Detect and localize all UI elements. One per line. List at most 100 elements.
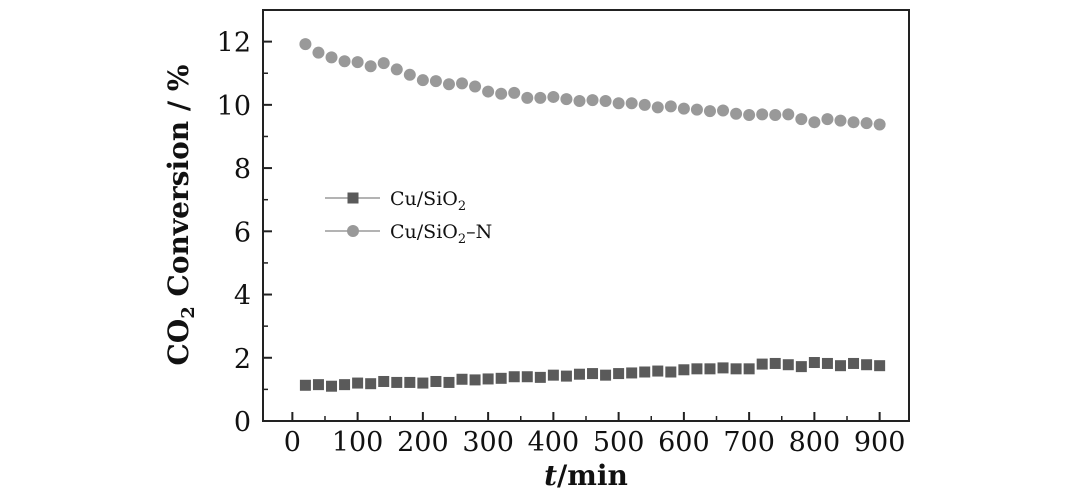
x-tick-label: 100 [332, 427, 384, 458]
series-1-point [482, 85, 495, 98]
series-0-point [743, 363, 755, 375]
series-0-point [404, 376, 416, 388]
series-0-point [339, 379, 351, 391]
series-1-point [377, 57, 390, 70]
legend-label-sub: 2 [458, 199, 466, 214]
series-0-point [861, 359, 873, 371]
legend-label-post: –N [466, 221, 492, 243]
series-0-point [312, 379, 324, 391]
legend-label: Cu/SiO2–N [390, 221, 492, 247]
y-tick-label: 8 [234, 154, 251, 185]
series-0-point [678, 364, 690, 376]
series-0-point [626, 367, 638, 379]
series-0-point [469, 374, 481, 386]
series-1-point [769, 108, 782, 121]
series-1-point [586, 94, 599, 107]
series-1-point [677, 102, 690, 115]
y-tick-label: 6 [234, 217, 251, 248]
series-0-point [848, 357, 860, 369]
series-0-point [534, 371, 546, 383]
series-1-point [534, 91, 547, 104]
y-axis-title: CO2 Conversion / % [162, 65, 199, 366]
series-0-point [874, 360, 886, 372]
y-tick-label: 4 [234, 281, 251, 312]
legend-label-pre: Cu/SiO [390, 188, 458, 210]
series-0-point [795, 361, 807, 373]
series-1-point [521, 91, 534, 104]
series-0-point [326, 380, 338, 392]
x-tick-label: 300 [462, 427, 514, 458]
series-1-point [808, 116, 821, 129]
x-tick-label: 200 [397, 427, 449, 458]
series-0-point [391, 376, 403, 388]
x-tick-label: 600 [658, 427, 710, 458]
y-axis-title-post: Conversion / % [162, 65, 195, 307]
series-1-point [547, 90, 560, 103]
series-1-point [299, 38, 312, 51]
series-1-point [325, 51, 338, 64]
legend-label-sub: 2 [458, 232, 466, 247]
series-1-point [599, 95, 612, 108]
series-0-point [756, 358, 768, 370]
series-0-point [495, 372, 507, 384]
series-0-point [717, 362, 729, 374]
x-tick-label: 0 [284, 427, 301, 458]
series-0-point [665, 366, 677, 378]
series-0-point [482, 373, 494, 385]
series-0-point [600, 369, 612, 381]
x-axis-title-italic: t [544, 459, 557, 491]
series-1-point [717, 104, 730, 117]
series-0-point [378, 375, 390, 387]
series-1-point [625, 97, 638, 110]
x-axis: 0 100 200 300 400 500 600 700 800 900 [284, 412, 906, 458]
series-0-point [299, 379, 311, 391]
series-0-point [782, 359, 794, 371]
series-0-point [808, 357, 820, 369]
series-1-point [429, 75, 442, 88]
series-1-point [821, 113, 834, 126]
series-1 [299, 38, 886, 131]
series-1-point [560, 93, 573, 106]
series-1-point [847, 116, 860, 129]
series-0 [299, 357, 886, 392]
x-tick-label: 800 [789, 427, 841, 458]
series-0-point [547, 369, 559, 381]
y-axis: 0 2 4 6 8 10 12 [217, 28, 272, 438]
series-1-point [873, 118, 886, 131]
series-layer [299, 38, 886, 392]
series-0-point [704, 363, 716, 375]
y-tick-label: 2 [234, 344, 251, 375]
y-tick-label: 12 [217, 28, 251, 59]
series-1-point [573, 95, 586, 108]
series-1-point [664, 100, 677, 113]
series-0-point [521, 371, 533, 383]
series-0-point [834, 360, 846, 372]
x-axis-title: t/min [544, 459, 628, 491]
series-0-point [352, 377, 364, 389]
legend-label: Cu/SiO2 [390, 188, 466, 214]
x-tick-label: 500 [593, 427, 645, 458]
series-0-point [430, 375, 442, 387]
x-tick-label: 700 [723, 427, 775, 458]
series-0-point [613, 368, 625, 380]
x-tick-label: 400 [528, 427, 580, 458]
series-1-point [469, 80, 482, 93]
series-0-point [587, 368, 599, 380]
series-0-point [730, 363, 742, 375]
series-0-point [573, 368, 585, 380]
series-1-point [638, 98, 651, 111]
series-0-point [417, 377, 429, 389]
series-1-point [730, 107, 743, 120]
series-1-point [743, 108, 756, 121]
series-1-point [416, 74, 429, 87]
series-1-point [834, 114, 847, 127]
x-tick-label: 900 [854, 427, 906, 458]
series-1-point [703, 105, 716, 118]
series-1-point [338, 55, 351, 68]
series-1-point [456, 77, 469, 90]
series-1-point [351, 56, 364, 69]
series-0-point [691, 363, 703, 375]
y-tick-label: 10 [217, 91, 251, 122]
series-1-point [495, 87, 508, 100]
